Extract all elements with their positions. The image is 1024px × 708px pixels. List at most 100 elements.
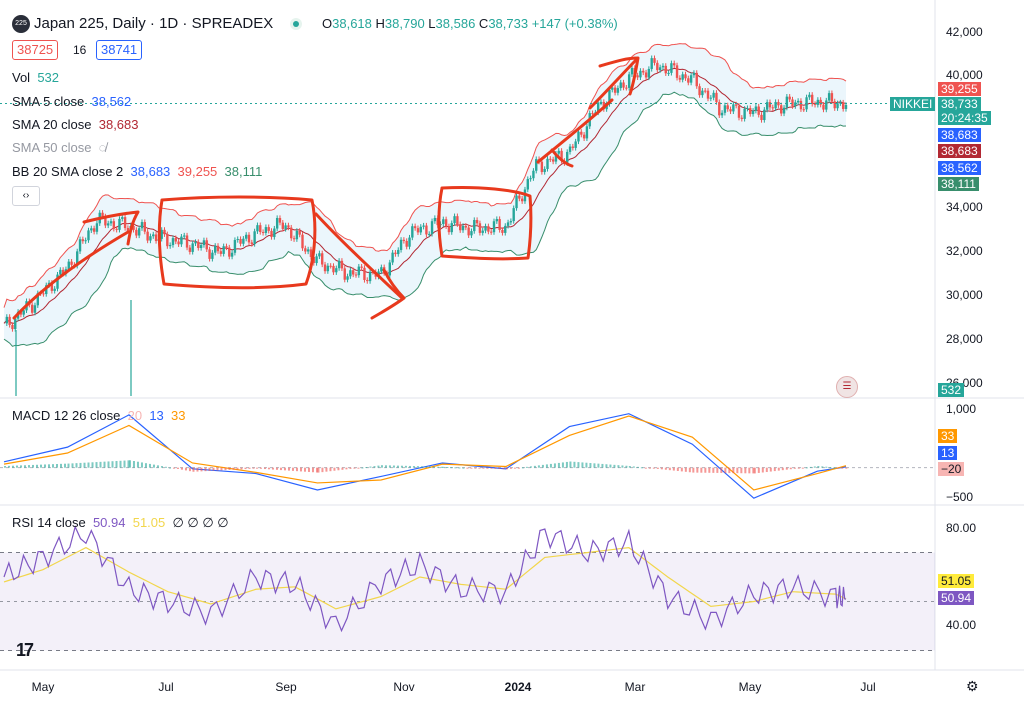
us-flag-events-icon[interactable]: ☰: [836, 376, 858, 398]
hand-drawn-annotations: [12, 56, 640, 320]
candle-body: [689, 75, 693, 83]
macd-signal-badge: 33: [938, 429, 958, 443]
macd-histogram-bar: [196, 467, 199, 472]
candle-body: [211, 252, 214, 259]
sma50-legend[interactable]: SMA 50 close ◌̸: [12, 140, 107, 155]
volume-legend[interactable]: Vol 532: [12, 70, 60, 85]
candle-body: [230, 252, 234, 257]
macd-histogram-bar: [83, 462, 86, 468]
candle-body: [397, 249, 400, 255]
macd-histogram-bar: [40, 464, 42, 468]
time-tick: Nov: [393, 680, 415, 694]
candle-body: [78, 239, 82, 252]
collapse-legend-button[interactable]: ‹›: [12, 186, 40, 206]
candle-body: [81, 239, 85, 242]
candle-body: [698, 86, 701, 96]
bollinger-upper-line: [3, 43, 847, 308]
macd-histogram-bar: [164, 466, 167, 468]
candle-body: [216, 245, 220, 252]
candle-body: [580, 131, 583, 135]
candle-body: [777, 101, 780, 106]
macd-histogram-bar: [752, 467, 755, 474]
sell-price-button[interactable]: 38725: [12, 40, 59, 60]
macd-histogram-bar: [688, 467, 691, 473]
rsi-legend[interactable]: RSI 14 close 50.94 51.05 ∅ ∅ ∅ ∅: [12, 515, 229, 530]
candle-body: [574, 141, 577, 148]
bollinger-lower-line: [3, 91, 847, 347]
macd-histogram-bar: [537, 465, 540, 468]
macd-histogram-bar: [668, 467, 671, 471]
macd-histogram-bar: [259, 467, 262, 469]
macd-histogram-bar: [557, 462, 560, 468]
macd-histogram-bar: [428, 466, 431, 468]
candle-body: [425, 225, 428, 235]
candle-body: [830, 93, 834, 102]
candle-body: [619, 82, 622, 89]
settings-gear-icon[interactable]: ⚙: [966, 678, 979, 694]
sma20-badge: 38,683: [938, 144, 981, 158]
candle-body: [115, 228, 118, 230]
candle-body: [515, 195, 518, 209]
annotation-box-range: [157, 195, 317, 290]
macd-histogram-bar: [373, 466, 376, 468]
candle-body: [481, 230, 484, 233]
candle-body: [146, 231, 149, 241]
candle-body: [591, 113, 594, 115]
macd-histogram-bar: [652, 467, 655, 469]
candle-body: [656, 62, 659, 71]
macd-histogram-bar: [341, 467, 344, 470]
symbol-title[interactable]: Japan 225, Daily · 1D · SPREADEX: [34, 15, 274, 32]
macd-histogram-bar: [680, 467, 683, 472]
rsi-tick: 40.00: [946, 618, 977, 632]
candle-body: [275, 218, 279, 229]
macd-histogram-bar: [128, 460, 131, 468]
candle-body: [791, 99, 794, 107]
candle-body: [492, 221, 496, 233]
macd-histogram-bar: [817, 466, 820, 468]
macd-histogram-bar: [91, 462, 94, 468]
macd-signal-line: [3, 415, 847, 491]
macd-histogram-bar: [404, 465, 407, 468]
candle-body: [687, 78, 690, 83]
candle-body: [126, 228, 130, 231]
candle-body: [50, 282, 54, 291]
macd-histogram-bar: [160, 466, 163, 468]
macd-histogram-bar: [271, 467, 274, 470]
candle-body: [664, 65, 667, 74]
bollinger-legend[interactable]: BB 20 SMA close 2 38,683 39,255 38,111: [12, 164, 263, 179]
macd-histogram-bar: [805, 467, 808, 469]
candle-body: [92, 228, 96, 232]
sma5-legend[interactable]: SMA 5 close 38,562: [12, 94, 132, 109]
candle-body: [613, 87, 617, 93]
macd-histogram-bar: [148, 463, 151, 468]
macd-tick: −500: [946, 490, 974, 504]
macd-histogram-bar: [345, 467, 348, 470]
candle-body: [163, 229, 166, 235]
price-tick: 30,000: [946, 288, 983, 302]
candle-body: [168, 245, 172, 247]
candle-body: [608, 89, 611, 105]
candle-body: [405, 240, 408, 247]
hidden-eye-icon[interactable]: ◌̸: [98, 140, 107, 155]
macd-legend[interactable]: MACD 12 26 close 20 13 33: [12, 408, 186, 423]
candle-body: [284, 225, 287, 229]
candle-body: [90, 228, 93, 231]
time-tick: Jul: [158, 680, 174, 694]
macd-histogram-bar: [283, 467, 286, 471]
macd-histogram-bar: [361, 467, 364, 469]
candle-body: [197, 241, 200, 249]
macd-histogram-bar: [252, 467, 255, 469]
candle-body: [306, 249, 310, 252]
buy-price-button[interactable]: 38741: [96, 40, 143, 60]
candle-body: [765, 102, 769, 110]
sma20-legend[interactable]: SMA 20 close 38,683: [12, 117, 139, 132]
candle-body: [737, 105, 741, 118]
annotation-arrow-line: [536, 98, 614, 164]
macd-histogram-bar: [295, 467, 298, 472]
candle-body: [177, 241, 180, 245]
candle-body: [304, 248, 307, 252]
candle-body: [394, 252, 397, 255]
candle-body: [95, 223, 99, 232]
